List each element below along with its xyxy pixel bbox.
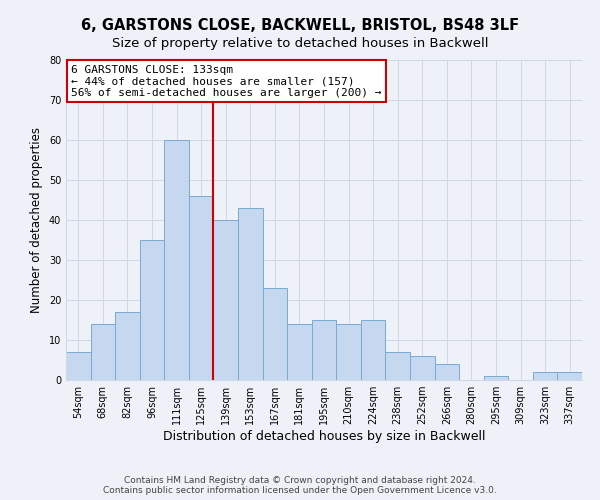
Bar (312, 320, 336, 380)
Text: Size of property relative to detached houses in Backwell: Size of property relative to detached ho… (112, 38, 488, 51)
Bar (434, 364, 459, 380)
Bar (66, 352, 91, 380)
Bar (214, 220, 238, 380)
Bar (336, 324, 361, 380)
Y-axis label: Number of detached properties: Number of detached properties (30, 127, 43, 313)
Bar (484, 376, 508, 380)
X-axis label: Distribution of detached houses by size in Backwell: Distribution of detached houses by size … (163, 430, 485, 443)
Text: 6, GARSTONS CLOSE, BACKWELL, BRISTOL, BS48 3LF: 6, GARSTONS CLOSE, BACKWELL, BRISTOL, BS… (81, 18, 519, 32)
Bar (164, 140, 189, 380)
Bar (115, 312, 140, 380)
Bar (361, 320, 385, 380)
Text: Contains HM Land Registry data © Crown copyright and database right 2024.
Contai: Contains HM Land Registry data © Crown c… (103, 476, 497, 495)
Bar (557, 372, 582, 380)
Bar (385, 352, 410, 380)
Bar (287, 324, 312, 380)
Text: 6 GARSTONS CLOSE: 133sqm
← 44% of detached houses are smaller (157)
56% of semi-: 6 GARSTONS CLOSE: 133sqm ← 44% of detach… (71, 65, 382, 98)
Bar (189, 196, 214, 380)
Bar (238, 208, 263, 380)
Bar (263, 288, 287, 380)
Bar (533, 372, 557, 380)
Bar (140, 240, 164, 380)
Bar (410, 356, 434, 380)
Bar (91, 324, 115, 380)
